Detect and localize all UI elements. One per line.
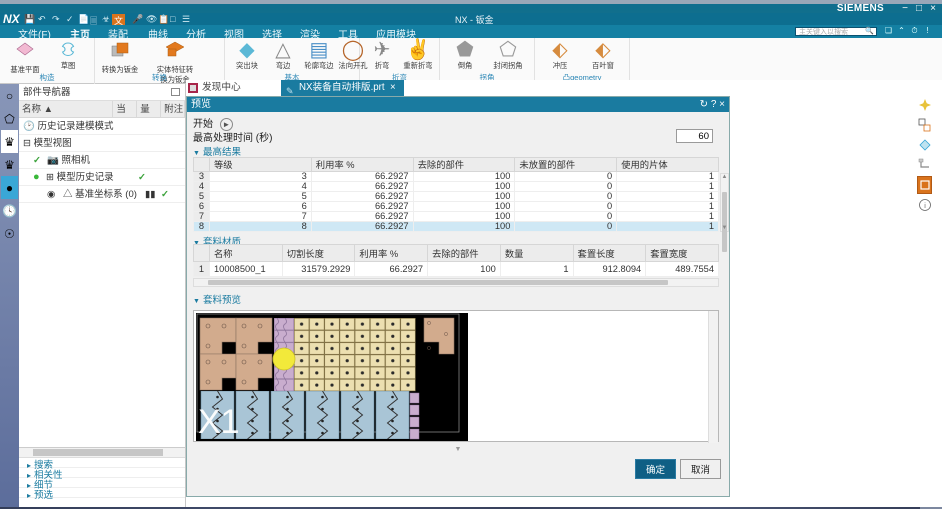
svg-text:i: i — [924, 203, 926, 210]
svg-text:X1: X1 — [198, 403, 240, 441]
